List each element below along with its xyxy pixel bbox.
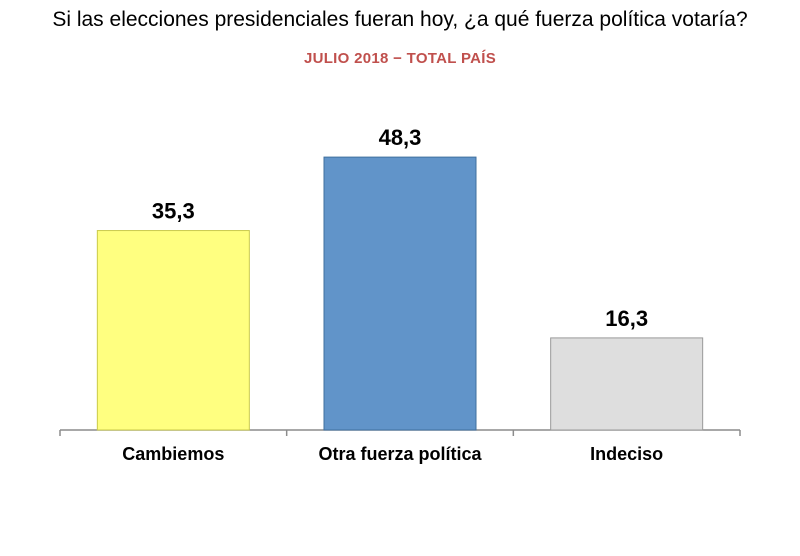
value-label: 35,3 [152,199,195,224]
bar-cambiemos [96,230,250,431]
chart-title: Si las elecciones presidenciales fueran … [52,8,748,31]
value-label: 48,3 [379,125,422,150]
bar-otra-fuerza-politica [323,156,477,431]
category-label: Cambiemos [122,444,224,464]
category-label: Indeciso [590,444,663,464]
chart-subtitle: JULIO 2018 − TOTAL PAÍS [303,50,497,67]
bar-indeciso [550,337,704,431]
category-label: Otra fuerza política [318,444,482,464]
value-label: 16,3 [605,306,648,331]
